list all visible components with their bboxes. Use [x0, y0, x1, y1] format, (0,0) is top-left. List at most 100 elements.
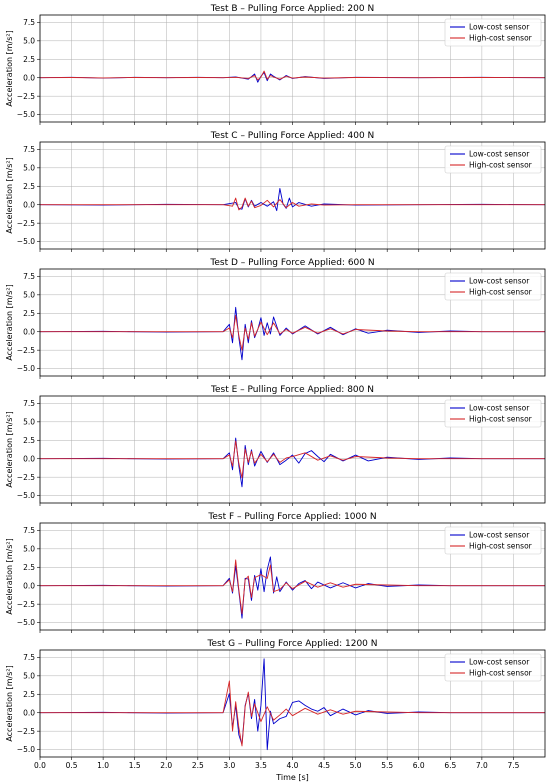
- y-tick-label: −5.0: [17, 491, 35, 500]
- series-line-high-cost: [40, 70, 545, 81]
- y-tick-label: 0.0: [23, 454, 35, 463]
- y-tick-label: 5.0: [23, 417, 35, 426]
- x-tick-label: 2.5: [192, 761, 204, 770]
- x-tick-label: 6.5: [444, 761, 456, 770]
- x-tick-label: 4.5: [318, 761, 330, 770]
- y-tick-label: 2.5: [23, 436, 35, 445]
- y-tick-label: 0.0: [23, 327, 35, 336]
- x-tick-label: 5.0: [350, 761, 362, 770]
- y-tick-label: 5.0: [23, 290, 35, 299]
- legend: Low-cost sensor High-cost sensor: [444, 653, 542, 682]
- legend-box: [444, 145, 542, 174]
- y-axis-label: Acceleration [m/s²]: [5, 30, 14, 106]
- x-tick-label: 5.5: [381, 761, 393, 770]
- x-axis-label: Time [s]: [275, 773, 309, 782]
- y-tick-label: −2.5: [17, 600, 35, 609]
- subplot-title: Test C – Pulling Force Applied: 400 N: [210, 131, 375, 141]
- x-tick-label: 3.5: [255, 761, 267, 770]
- x-tick-label: 6.0: [413, 761, 425, 770]
- legend-box: [444, 526, 542, 555]
- legend-box: [444, 272, 542, 301]
- subplot-title: Test B – Pulling Force Applied: 200 N: [210, 4, 374, 14]
- plot-frame: [39, 268, 546, 377]
- legend-entry: Low-cost sensor: [469, 404, 530, 413]
- y-tick-label: −5.0: [17, 364, 35, 373]
- y-tick-label: −5.0: [17, 237, 35, 246]
- legend-entry: Low-cost sensor: [469, 531, 530, 540]
- x-tick-label: 4.0: [287, 761, 299, 770]
- plot-frame: [39, 14, 546, 123]
- legend: Low-cost sensor High-cost sensor: [444, 145, 542, 174]
- legend-entry: High-cost sensor: [469, 161, 533, 170]
- y-tick-label: 0.0: [23, 581, 35, 590]
- series-line-high-cost: [40, 197, 545, 211]
- y-tick-label: −2.5: [17, 473, 35, 482]
- y-tick-label: 7.5: [23, 272, 35, 281]
- series-line-high-cost: [40, 315, 545, 351]
- y-tick-label: −5.0: [17, 745, 35, 754]
- legend: Low-cost sensor High-cost sensor: [444, 399, 542, 428]
- x-tick-label: 7.0: [476, 761, 488, 770]
- y-tick-label: −2.5: [17, 727, 35, 736]
- y-tick-label: 7.5: [23, 653, 35, 662]
- legend-entry: High-cost sensor: [469, 669, 533, 678]
- subplot-title: Test D – Pulling Force Applied: 600 N: [209, 258, 374, 268]
- series-line-high-cost: [40, 559, 545, 615]
- legend: Low-cost sensor High-cost sensor: [444, 272, 542, 301]
- legend-entry: High-cost sensor: [469, 415, 533, 424]
- y-tick-label: 0.0: [23, 73, 35, 82]
- x-tick-label: 1.0: [97, 761, 109, 770]
- y-axis-label: Acceleration [m/s²]: [5, 538, 14, 614]
- y-axis-label: Acceleration [m/s²]: [5, 411, 14, 487]
- legend-entry: Low-cost sensor: [469, 277, 530, 286]
- subplot-3: Test E – Pulling Force Applied: 800 N 7.5…: [5, 385, 546, 506]
- plot-frame: [39, 395, 546, 504]
- y-tick-label: 0.0: [23, 200, 35, 209]
- legend-entry: High-cost sensor: [469, 542, 533, 551]
- x-tick-label: 7.5: [507, 761, 519, 770]
- y-tick-label: −5.0: [17, 618, 35, 627]
- y-tick-label: 5.0: [23, 163, 35, 172]
- x-tick-label: 1.5: [129, 761, 141, 770]
- y-tick-label: −2.5: [17, 346, 35, 355]
- subplot-1: Test C – Pulling Force Applied: 400 N 7.5…: [5, 131, 546, 252]
- y-tick-label: −2.5: [17, 219, 35, 228]
- series-line-high-cost: [40, 680, 545, 747]
- y-tick-label: 7.5: [23, 145, 35, 154]
- subplot-title: Test E – Pulling Force Applied: 800 N: [210, 385, 374, 395]
- legend: Low-cost sensor High-cost sensor: [444, 18, 542, 47]
- y-tick-label: 0.0: [23, 708, 35, 717]
- series-line-high-cost: [40, 440, 545, 479]
- y-tick-label: −2.5: [17, 92, 35, 101]
- y-axis-label: Acceleration [m/s²]: [5, 157, 14, 233]
- y-tick-label: 7.5: [23, 526, 35, 535]
- legend-entry: High-cost sensor: [469, 288, 533, 297]
- y-tick-label: 7.5: [23, 399, 35, 408]
- y-tick-label: 2.5: [23, 55, 35, 64]
- y-tick-label: 2.5: [23, 182, 35, 191]
- legend-entry: Low-cost sensor: [469, 150, 530, 159]
- subplot-2: Test D – Pulling Force Applied: 600 N 7.5…: [5, 258, 546, 379]
- subplot-0: Test B – Pulling Force Applied: 200 N 7.5…: [5, 4, 546, 125]
- legend-box: [444, 653, 542, 682]
- y-tick-label: −5.0: [17, 110, 35, 119]
- subplot-title: Test F – Pulling Force Applied: 1000 N: [207, 512, 376, 522]
- subplot-4: Test F – Pulling Force Applied: 1000 N 7.…: [5, 512, 546, 633]
- legend-entry: Low-cost sensor: [469, 23, 530, 32]
- legend: Low-cost sensor High-cost sensor: [444, 526, 542, 555]
- y-tick-label: 2.5: [23, 690, 35, 699]
- legend-box: [444, 18, 542, 47]
- x-tick-label: 2.0: [160, 761, 172, 770]
- y-tick-label: 7.5: [23, 18, 35, 27]
- y-tick-label: 5.0: [23, 36, 35, 45]
- y-tick-label: 5.0: [23, 671, 35, 680]
- x-tick-label: 0.0: [34, 761, 46, 770]
- subplot-title: Test G – Pulling Force Applied: 1200 N: [207, 639, 378, 649]
- x-tick-label: 3.0: [223, 761, 235, 770]
- plot-frame: [39, 649, 546, 758]
- legend-box: [444, 399, 542, 428]
- y-axis-label: Acceleration [m/s²]: [5, 665, 14, 741]
- subplot-5: Test G – Pulling Force Applied: 1200 N 7.…: [5, 639, 546, 770]
- x-tick-label: 0.5: [66, 761, 78, 770]
